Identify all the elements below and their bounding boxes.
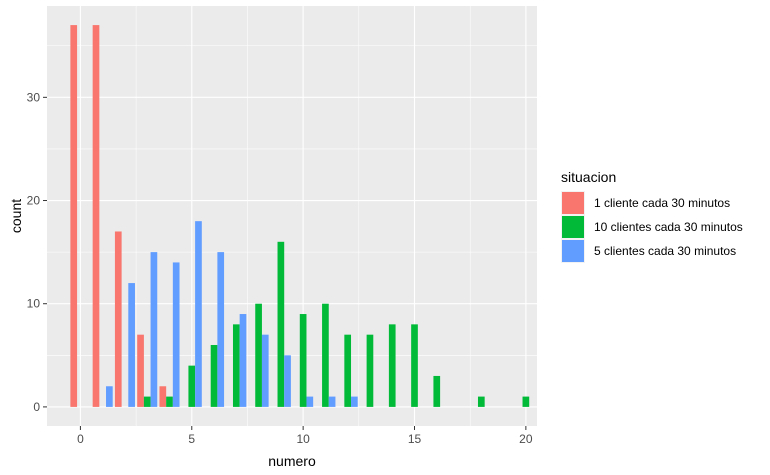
x-axis: 0 5 10 15 20 bbox=[77, 426, 533, 446]
legend-label: 5 clientes cada 30 minutos bbox=[594, 244, 736, 258]
legend-key bbox=[562, 216, 584, 238]
bar bbox=[306, 396, 314, 407]
legend: situacion 1 cliente cada 30 minutos 10 cl… bbox=[561, 169, 743, 263]
y-tick-label: 20 bbox=[27, 194, 41, 208]
y-tick-label: 10 bbox=[27, 297, 41, 311]
bar bbox=[150, 252, 158, 407]
bar bbox=[366, 334, 374, 407]
x-axis-title: numero bbox=[268, 453, 316, 469]
y-tick-label: 30 bbox=[27, 90, 41, 104]
bar bbox=[166, 396, 173, 407]
legend-key bbox=[562, 192, 584, 214]
bar bbox=[477, 396, 485, 407]
bar bbox=[217, 252, 225, 407]
x-tick-label: 15 bbox=[408, 432, 422, 446]
bar bbox=[114, 231, 122, 407]
bar bbox=[433, 375, 441, 407]
bar bbox=[522, 396, 530, 407]
bar bbox=[210, 344, 218, 407]
bar bbox=[143, 396, 151, 407]
legend-items: 1 cliente cada 30 minutos 10 clientes cad… bbox=[561, 191, 743, 263]
x-tick-label: 10 bbox=[296, 432, 310, 446]
legend-label: 10 clientes cada 30 minutos bbox=[594, 220, 743, 234]
bar bbox=[328, 396, 336, 407]
bar bbox=[92, 25, 100, 407]
legend-key bbox=[562, 240, 584, 262]
bar bbox=[232, 324, 240, 407]
bar bbox=[188, 365, 196, 407]
bar bbox=[255, 303, 262, 407]
legend-title: situacion bbox=[561, 169, 616, 185]
bar bbox=[299, 314, 307, 407]
bar bbox=[106, 386, 113, 407]
bar bbox=[70, 25, 78, 407]
x-tick-label: 20 bbox=[519, 432, 533, 446]
bar bbox=[159, 386, 167, 407]
bars bbox=[70, 25, 530, 407]
bar bbox=[172, 262, 180, 407]
x-tick-label: 5 bbox=[188, 432, 195, 446]
bar bbox=[137, 334, 144, 407]
bar bbox=[128, 283, 135, 407]
bar bbox=[195, 221, 202, 407]
bar bbox=[277, 241, 285, 407]
bar bbox=[351, 396, 358, 407]
bar bbox=[344, 334, 352, 407]
bar bbox=[411, 324, 418, 407]
x-tick-label: 0 bbox=[77, 432, 84, 446]
y-tick-label: 0 bbox=[33, 400, 40, 414]
grid-minor bbox=[47, 6, 537, 426]
bar bbox=[388, 324, 396, 407]
legend-label: 1 cliente cada 30 minutos bbox=[594, 196, 730, 210]
y-axis-title: count bbox=[8, 199, 24, 233]
y-axis: 0 10 20 30 bbox=[27, 90, 47, 414]
bar bbox=[284, 355, 291, 407]
bar bbox=[261, 334, 269, 407]
bar bbox=[322, 303, 329, 407]
bar bbox=[239, 314, 247, 407]
